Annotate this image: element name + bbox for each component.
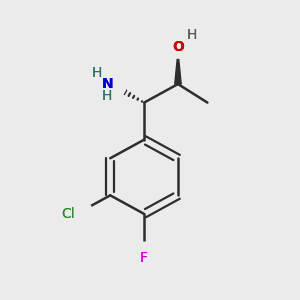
Text: H: H [102, 89, 112, 103]
Text: H: H [187, 28, 197, 42]
Text: N: N [101, 77, 113, 91]
Circle shape [167, 36, 189, 58]
Polygon shape [175, 52, 181, 84]
Text: N: N [101, 77, 113, 91]
Text: O: O [172, 40, 184, 54]
Text: H: H [92, 66, 102, 80]
Text: F: F [140, 251, 148, 265]
Circle shape [60, 198, 93, 230]
Text: H: H [102, 89, 112, 103]
Circle shape [135, 242, 153, 260]
Text: Cl: Cl [61, 207, 75, 221]
Text: Cl: Cl [61, 207, 75, 221]
Text: F: F [140, 251, 148, 265]
Text: H: H [187, 28, 197, 42]
Text: H: H [92, 66, 102, 80]
Circle shape [94, 68, 126, 100]
Text: O: O [172, 40, 184, 54]
